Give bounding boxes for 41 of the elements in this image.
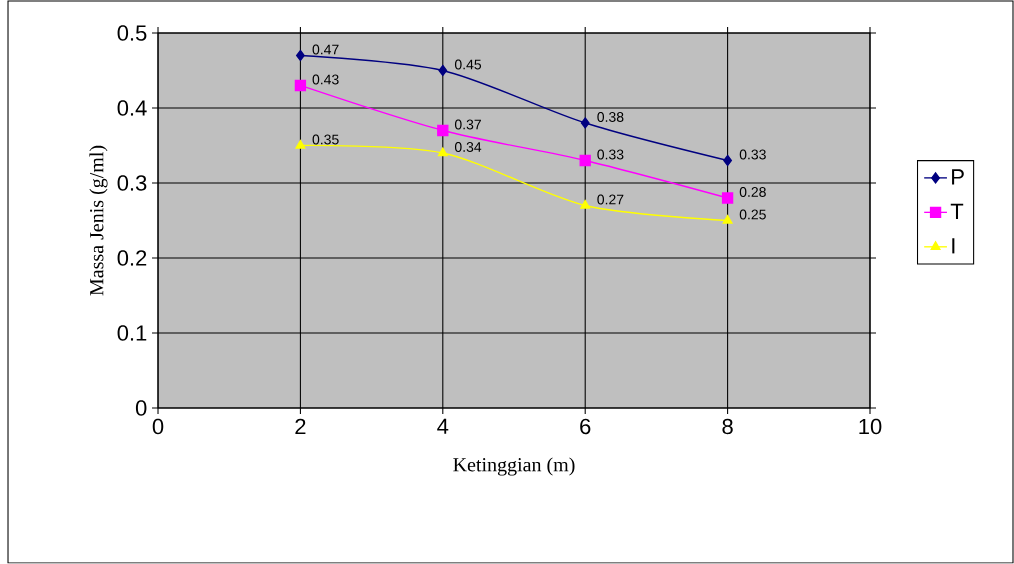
data-label: 0.35 — [312, 134, 339, 145]
y-tick-label: 0 — [135, 400, 147, 416]
data-label: 0.34 — [454, 142, 482, 153]
data-label: 0.37 — [454, 119, 481, 130]
data-label: 0.27 — [597, 194, 624, 205]
data-label: 0.47 — [312, 44, 339, 55]
data-label: 0.45 — [454, 59, 482, 70]
point — [438, 65, 448, 77]
y-axis-title: Massa Jenis (g/ml) — [89, 146, 108, 296]
data-label: 0.33 — [597, 149, 624, 160]
y-tick-label: 0.5 — [117, 25, 147, 42]
point — [721, 192, 734, 204]
legend-label: I — [952, 238, 955, 254]
y-tick-label: 0.1 — [117, 325, 147, 341]
point — [722, 215, 733, 224]
x-tick-label: 2 — [295, 418, 306, 435]
point — [295, 50, 305, 62]
point — [437, 147, 448, 157]
x-tick-label: 0 — [152, 418, 164, 435]
legend-label: P — [952, 169, 964, 185]
data-label: 0.43 — [312, 74, 339, 85]
y-tick-label: 0.3 — [117, 175, 147, 192]
data-label: 0.28 — [739, 187, 766, 198]
y-tick-label: 0.2 — [117, 250, 147, 267]
x-tick-label: 4 — [437, 418, 449, 435]
point — [294, 80, 307, 92]
x-axis-title: Ketinggian (m) — [453, 457, 575, 476]
data-label: 0.38 — [597, 112, 624, 123]
point — [580, 117, 590, 129]
point — [579, 155, 591, 167]
legend-label: T — [950, 204, 964, 220]
point — [580, 200, 591, 209]
point — [295, 140, 306, 149]
data-label: 0.25 — [739, 209, 766, 220]
x-tick-label: 10 — [859, 418, 882, 435]
data-label: 0.33 — [739, 149, 766, 160]
point — [723, 155, 733, 167]
x-tick-label: 8 — [722, 418, 733, 435]
x-tick-label: 6 — [580, 418, 591, 435]
y-tick-label: 0.4 — [117, 100, 147, 117]
point — [437, 125, 449, 137]
